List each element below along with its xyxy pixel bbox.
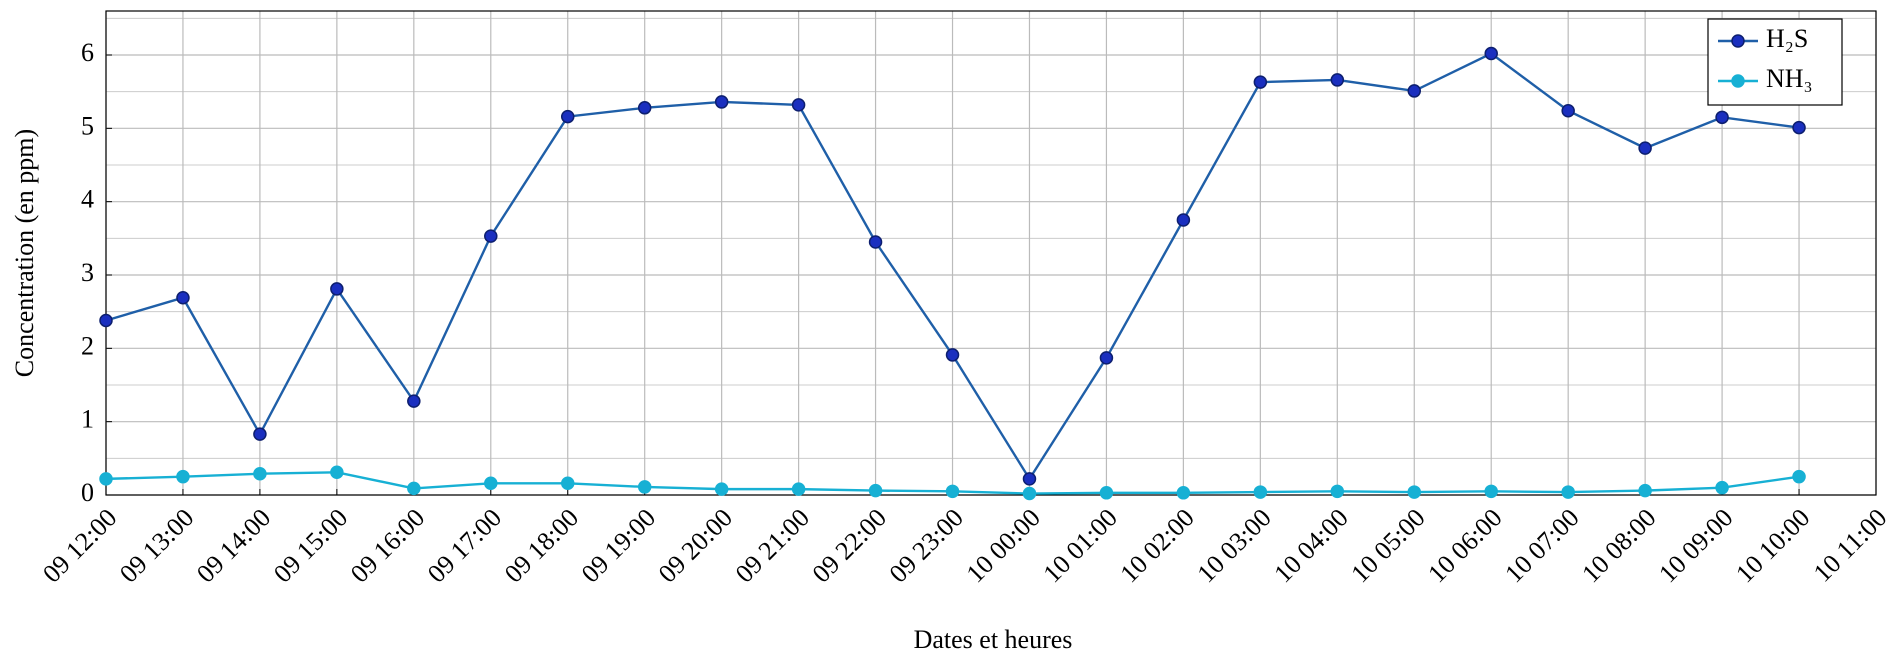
data-point	[1253, 75, 1268, 89]
plot-frame	[105, 10, 1877, 496]
x-tick-label: 10 02:00	[1114, 503, 1199, 588]
x-tick-label: 10 11:00	[1808, 503, 1893, 588]
data-point	[1561, 103, 1575, 118]
data-point	[1330, 73, 1345, 87]
data-point	[1099, 486, 1114, 500]
x-tick-label: 09 13:00	[114, 503, 199, 588]
x-tick-label: 09 20:00	[653, 503, 738, 588]
data-point	[1407, 84, 1422, 98]
x-tick-label: 10 10:00	[1730, 503, 1815, 588]
x-tick-label: 09 17:00	[422, 503, 507, 588]
y-tick-label: 5	[81, 111, 94, 140]
y-tick-label: 6	[81, 38, 94, 67]
data-point	[99, 472, 113, 486]
data-point	[484, 476, 498, 491]
data-point	[945, 348, 960, 362]
x-tick-label: 09 19:00	[576, 503, 661, 588]
legend-label: NH₃	[1766, 64, 1813, 93]
data-point	[1715, 480, 1729, 495]
data-point	[1715, 110, 1729, 125]
y-tick-label: 4	[81, 185, 94, 214]
data-point	[1099, 351, 1114, 365]
data-point	[868, 235, 883, 249]
data-point	[1330, 484, 1345, 499]
data-point	[560, 109, 575, 124]
data-point	[99, 313, 113, 328]
x-axis-title: Dates et heures	[914, 625, 1073, 654]
data-point	[1638, 141, 1652, 155]
data-point	[868, 483, 883, 498]
y-tick-label: 1	[81, 405, 94, 434]
data-point	[791, 98, 806, 112]
data-point	[330, 465, 344, 480]
data-point	[637, 101, 652, 115]
data-point	[330, 282, 344, 296]
x-tick-label: 10 04:00	[1268, 503, 1353, 588]
legend-label: H₂S	[1766, 24, 1808, 53]
data-point	[1484, 484, 1498, 499]
y-tick-label: 3	[81, 258, 94, 287]
x-tick-label: 10 05:00	[1345, 503, 1430, 588]
x-tick-label: 09 15:00	[268, 503, 353, 588]
data-point	[714, 482, 729, 496]
data-point	[1792, 120, 1806, 135]
x-tick-label: 10 03:00	[1191, 503, 1276, 588]
x-tick-label: 09 23:00	[884, 503, 969, 588]
x-tick-label: 09 18:00	[499, 503, 584, 588]
data-point	[1407, 485, 1422, 499]
legend-marker	[1731, 34, 1745, 48]
data-point	[1484, 46, 1498, 61]
y-tick-label: 0	[81, 478, 94, 507]
data-point	[407, 394, 421, 408]
x-tick-label: 10 06:00	[1422, 503, 1507, 588]
data-point	[253, 427, 267, 441]
legend-box	[1707, 18, 1843, 106]
data-point	[1638, 483, 1652, 498]
x-tick-label: 10 09:00	[1653, 503, 1738, 588]
data-point	[791, 482, 806, 496]
x-tick-label: 09 21:00	[730, 503, 815, 588]
x-tick-label: 09 22:00	[807, 503, 892, 588]
x-tick-label: 10 01:00	[1038, 503, 1123, 588]
data-point	[176, 469, 190, 484]
x-tick-label: 09 16:00	[345, 503, 430, 588]
x-tick-label: 09 14:00	[191, 503, 276, 588]
data-point	[407, 481, 421, 496]
data-point	[253, 466, 267, 481]
data-point	[1253, 485, 1268, 499]
y-axis-title: Concentration (en ppm)	[10, 129, 39, 377]
data-point	[714, 95, 729, 109]
x-tick-label: 10 00:00	[961, 503, 1046, 588]
x-tick-label: 10 07:00	[1499, 503, 1584, 588]
data-point	[1561, 485, 1575, 499]
x-tick-label: 09 12:00	[37, 503, 122, 588]
data-point	[1176, 213, 1191, 227]
data-point	[637, 480, 652, 494]
data-point	[1792, 469, 1806, 484]
data-point	[945, 484, 960, 499]
data-point	[1022, 472, 1037, 486]
data-point	[1176, 486, 1191, 500]
data-point	[1022, 486, 1037, 501]
data-point	[176, 290, 190, 305]
x-tick-label: 10 08:00	[1576, 503, 1661, 588]
data-point	[484, 229, 498, 243]
y-tick-label: 2	[81, 331, 94, 360]
data-point	[560, 476, 575, 491]
legend-marker	[1731, 74, 1745, 88]
